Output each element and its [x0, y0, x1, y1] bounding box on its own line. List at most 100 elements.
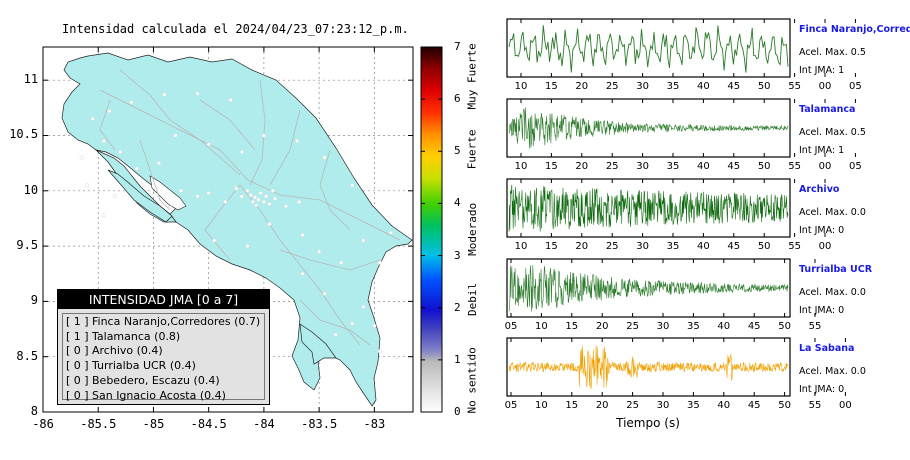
station-dot [272, 196, 277, 201]
station-dot [264, 194, 269, 199]
time-tick-label: 15 [545, 241, 558, 252]
time-tick-label: 15 [545, 81, 558, 92]
int-jma: Int JMA: 0 [799, 384, 845, 395]
time-tick-label: 25 [626, 321, 639, 332]
station-dot [283, 204, 288, 209]
station-dot [101, 139, 106, 144]
station-dot [162, 92, 167, 97]
legend-station: San Ignacio Acosta (0.4) [92, 388, 226, 402]
colorbar [420, 46, 443, 413]
station-dot [90, 116, 95, 121]
station-dot [234, 186, 239, 191]
time-tick-label: 30 [656, 400, 670, 411]
colorbar-tick-label: 1 [454, 352, 461, 366]
station-dot [179, 188, 184, 193]
time-tick-label: 55 [808, 400, 822, 411]
colorbar-tick-label: 6 [454, 92, 461, 106]
colorbar-category-label: No sentido [465, 347, 479, 414]
seismogram-panel [506, 178, 826, 238]
acel-max: Acel. Max. 0.0 [799, 287, 866, 298]
x-axis-label: Tiempo (s) [616, 416, 680, 430]
int-jma: Int JMA: 0 [799, 225, 845, 236]
acel-max: Acel. Max. 0.0 [799, 207, 866, 218]
gulf-of-nicoya-water [149, 175, 187, 211]
acel-max: Acel. Max. 0.0 [799, 366, 866, 377]
time-tick-label: 50 [778, 321, 791, 332]
acel-max: Acel. Max. 0.5 [799, 127, 866, 138]
station-dot [254, 203, 259, 208]
legend-level: [ 0 ] [66, 344, 89, 358]
station-dot [250, 199, 255, 204]
station-dot [300, 233, 305, 238]
time-tick-label: 45 [727, 241, 741, 252]
station-dot [350, 183, 355, 188]
time-tick-label: 55 [788, 81, 801, 92]
station-dot [394, 354, 399, 359]
station-dot [295, 139, 300, 144]
x-tick-label: -85 [142, 417, 165, 431]
colorbar-tick-label: 3 [454, 248, 461, 262]
seismogram-panel [506, 98, 856, 158]
time-tick-label: 05 [849, 81, 862, 92]
colorbar-tick-label: 7 [454, 40, 461, 53]
station-dot [261, 199, 266, 204]
station-dot [361, 304, 366, 309]
seismogram-trace [508, 107, 789, 149]
time-tick-label: 30 [636, 81, 649, 92]
colorbar-category-label: Moderado [465, 202, 479, 256]
y-tick-label: 8 [30, 404, 39, 418]
legend-level: [ 1 ] [66, 329, 89, 343]
x-tick-label: -83.5 [301, 417, 338, 431]
x-tick-label: -83 [363, 417, 386, 431]
page-title: Intensidad calculada el 2024/04/23_07:23… [62, 22, 409, 36]
legend-station: Finca Naranjo,Corredores (0.7) [92, 315, 261, 328]
time-tick-label: 50 [757, 161, 771, 172]
time-tick-label: 20 [575, 161, 589, 172]
colorbar-tick-label: 2 [454, 300, 461, 314]
station-dot [195, 194, 200, 199]
time-tick-label: 50 [757, 81, 771, 92]
station-dot [248, 193, 253, 198]
station-dot [322, 155, 327, 160]
station-dot [377, 260, 382, 265]
int-jma: Int JMA: 0 [799, 305, 845, 316]
station-dot [333, 332, 338, 337]
time-tick-label: 20 [575, 81, 589, 92]
time-tick-label: 35 [666, 241, 680, 252]
y-tick-label: 10.5 [9, 127, 39, 142]
colorbar-tick-label: 5 [454, 144, 461, 158]
time-tick-label: 45 [727, 81, 741, 92]
time-tick-label: 55 [788, 161, 801, 172]
intensity-legend: INTENSIDAD JMA [0 a 7] [ 1 ] Finca Naranj… [57, 289, 270, 405]
time-tick-label: 15 [545, 161, 558, 172]
time-tick-label: 40 [697, 81, 710, 92]
time-tick-label: 40 [717, 400, 731, 411]
time-tick-label: 10 [535, 321, 548, 332]
station-dot [134, 166, 139, 171]
legend-row: [ 0 ] San Ignacio Acosta (0.4) [66, 389, 264, 404]
time-tick-label: 10 [514, 241, 528, 252]
legend-list: [ 1 ] Finca Naranjo,Corredores (0.7) [ 1 … [62, 313, 265, 402]
station-dot [270, 188, 275, 193]
station-dot [261, 133, 266, 138]
legend-level: [ 0 ] [66, 373, 89, 387]
colorbar-ticks [421, 46, 442, 413]
x-tick-label: -86 [32, 417, 54, 431]
time-tick-label: 00 [818, 81, 832, 92]
time-tick-label: 05 [849, 161, 862, 172]
station-dot [79, 155, 84, 160]
y-tick-label: 9.5 [16, 238, 39, 253]
time-tick-label: 35 [687, 400, 700, 411]
time-tick-label: 20 [595, 400, 609, 411]
colorbar-category-label: Debil [465, 282, 479, 316]
nicoya-lower [107, 169, 173, 223]
station-dot [85, 183, 90, 188]
time-tick-label: 50 [757, 241, 771, 252]
x-tick-label: -84.5 [190, 417, 227, 431]
station-dot [140, 183, 145, 188]
osa-peninsula [299, 323, 337, 365]
time-tick-label: 55 [788, 241, 801, 252]
station-name: Talamanca [799, 104, 856, 115]
time-tick-label: 40 [697, 241, 710, 252]
